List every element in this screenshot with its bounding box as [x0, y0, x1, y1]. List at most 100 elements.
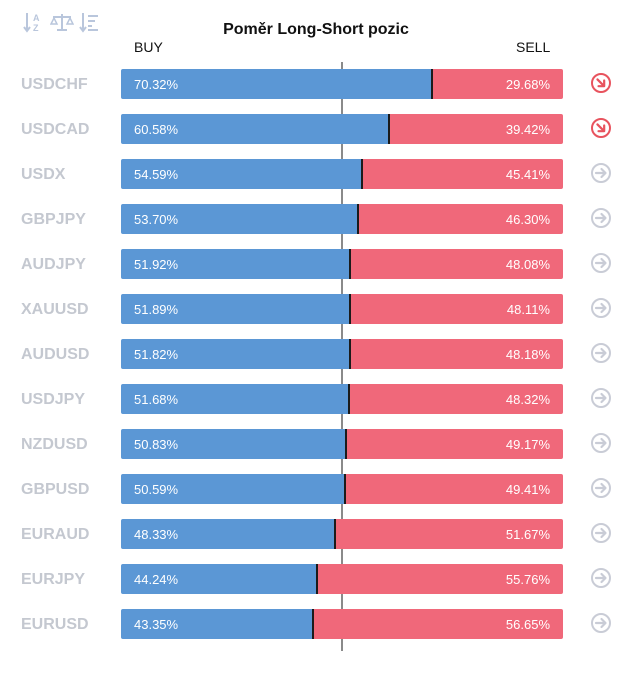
buy-segment [121, 204, 359, 234]
symbol-label[interactable]: EURJPY [21, 571, 86, 588]
symbol-label[interactable]: USDCAD [21, 121, 90, 138]
symbol-label[interactable]: GBPJPY [21, 211, 86, 228]
buy-segment [121, 249, 351, 279]
sell-segment [316, 564, 563, 594]
arrow-right-icon[interactable] [590, 252, 612, 274]
sort-alpha-icon[interactable]: A Z [22, 10, 44, 34]
symbol-label[interactable]: AUDUSD [21, 346, 90, 363]
ratio-bar: 43.35% 56.65% [121, 609, 563, 639]
buy-segment [121, 159, 363, 189]
arrow-right-icon[interactable] [590, 477, 612, 499]
arrow-down-right-icon[interactable] [590, 72, 612, 94]
svg-text:A: A [33, 13, 40, 23]
ratio-bar: 51.92% 48.08% [121, 249, 563, 279]
sell-percent: 39.42% [505, 122, 550, 137]
arrow-down-right-icon[interactable] [590, 117, 612, 139]
symbol-label[interactable]: NZDUSD [21, 436, 88, 453]
list-item: USDCHF 70.32% 29.68% [0, 64, 632, 109]
ratio-bar: 48.33% 51.67% [121, 519, 563, 549]
ratio-bar: 51.68% 48.32% [121, 384, 563, 414]
buy-segment [121, 114, 389, 144]
list-item: NZDUSD 50.83% 49.17% [0, 424, 632, 469]
buy-percent: 50.83% [134, 437, 179, 452]
buy-percent: 43.35% [134, 617, 179, 632]
sell-segment [388, 114, 563, 144]
list-item: AUDJPY 51.92% 48.08% [0, 244, 632, 289]
ratio-divider [361, 159, 364, 189]
ratio-divider [333, 519, 336, 549]
sell-percent: 45.41% [505, 167, 550, 182]
sell-segment [362, 159, 563, 189]
list-item: EURAUD 48.33% 51.67% [0, 514, 632, 559]
sell-percent: 56.65% [505, 617, 550, 632]
buy-percent: 51.89% [134, 302, 179, 317]
balance-scale-icon[interactable] [50, 10, 74, 34]
symbol-label[interactable]: EURAUD [21, 526, 90, 543]
list-item: USDJPY 51.68% 48.32% [0, 379, 632, 424]
ratio-divider [348, 384, 351, 414]
ratio-bar: 44.24% 55.76% [121, 564, 563, 594]
symbol-label[interactable]: USDCHF [21, 76, 88, 93]
sell-percent: 46.30% [505, 212, 550, 227]
buy-segment [121, 429, 346, 459]
symbol-label[interactable]: XAUUSD [21, 301, 89, 318]
symbol-label[interactable]: AUDJPY [21, 256, 86, 273]
ratio-bar: 54.59% 45.41% [121, 159, 563, 189]
sell-segment [349, 384, 563, 414]
ratio-divider [349, 339, 352, 369]
symbol-label[interactable]: GBPUSD [21, 481, 90, 498]
buy-segment [121, 474, 345, 504]
buy-percent: 48.33% [134, 527, 179, 542]
sell-segment [358, 204, 563, 234]
sell-percent: 48.08% [505, 257, 550, 272]
ratio-bar: 51.89% 48.11% [121, 294, 563, 324]
sentiment-list: USDCHF 70.32% 29.68% USDCAD 60.58% 39.42% USDX… [0, 64, 632, 649]
buy-segment [121, 564, 317, 594]
page-title: Poměr Long-Short pozic [223, 21, 409, 38]
ratio-divider [349, 249, 352, 279]
sell-segment [431, 69, 563, 99]
arrow-right-icon[interactable] [590, 342, 612, 364]
list-item: XAUUSD 51.89% 48.11% [0, 289, 632, 334]
buy-segment [121, 384, 350, 414]
ratio-divider [357, 204, 360, 234]
arrow-right-icon[interactable] [590, 162, 612, 184]
symbol-label[interactable]: USDJPY [21, 391, 86, 408]
sell-percent: 29.68% [505, 77, 550, 92]
ratio-bar: 70.32% 29.68% [121, 69, 563, 99]
buy-percent: 44.24% [134, 572, 179, 587]
buy-segment [121, 339, 351, 369]
symbol-label[interactable]: EURUSD [21, 616, 89, 633]
sell-percent: 49.17% [505, 437, 550, 452]
arrow-right-icon[interactable] [590, 207, 612, 229]
sell-segment [350, 294, 563, 324]
arrow-right-icon[interactable] [590, 387, 612, 409]
list-item: USDX 54.59% 45.41% [0, 154, 632, 199]
arrow-right-icon[interactable] [590, 297, 612, 319]
buy-percent: 51.82% [134, 347, 179, 362]
sort-descending-icon[interactable] [78, 10, 100, 34]
arrow-right-icon[interactable] [590, 432, 612, 454]
ratio-bar: 51.82% 48.18% [121, 339, 563, 369]
arrow-right-icon[interactable] [590, 522, 612, 544]
sort-toolbar: A Z [22, 10, 100, 36]
sell-percent: 51.67% [505, 527, 550, 542]
sell-column-header: SELL [516, 39, 551, 55]
ratio-bar: 60.58% 39.42% [121, 114, 563, 144]
ratio-divider [315, 564, 318, 594]
sell-percent: 48.18% [505, 347, 550, 362]
sell-segment [350, 339, 563, 369]
list-item: EURUSD 43.35% 56.65% [0, 604, 632, 649]
list-item: USDCAD 60.58% 39.42% [0, 109, 632, 154]
buy-percent: 60.58% [134, 122, 179, 137]
arrow-right-icon[interactable] [590, 612, 612, 634]
sell-percent: 48.11% [506, 302, 550, 317]
buy-percent: 53.70% [134, 212, 179, 227]
ratio-divider [311, 609, 314, 639]
ratio-divider [343, 474, 346, 504]
sell-percent: 48.32% [505, 392, 550, 407]
arrow-right-icon[interactable] [590, 567, 612, 589]
symbol-label[interactable]: USDX [21, 166, 66, 183]
list-item: GBPJPY 53.70% 46.30% [0, 199, 632, 244]
sell-segment [350, 249, 563, 279]
